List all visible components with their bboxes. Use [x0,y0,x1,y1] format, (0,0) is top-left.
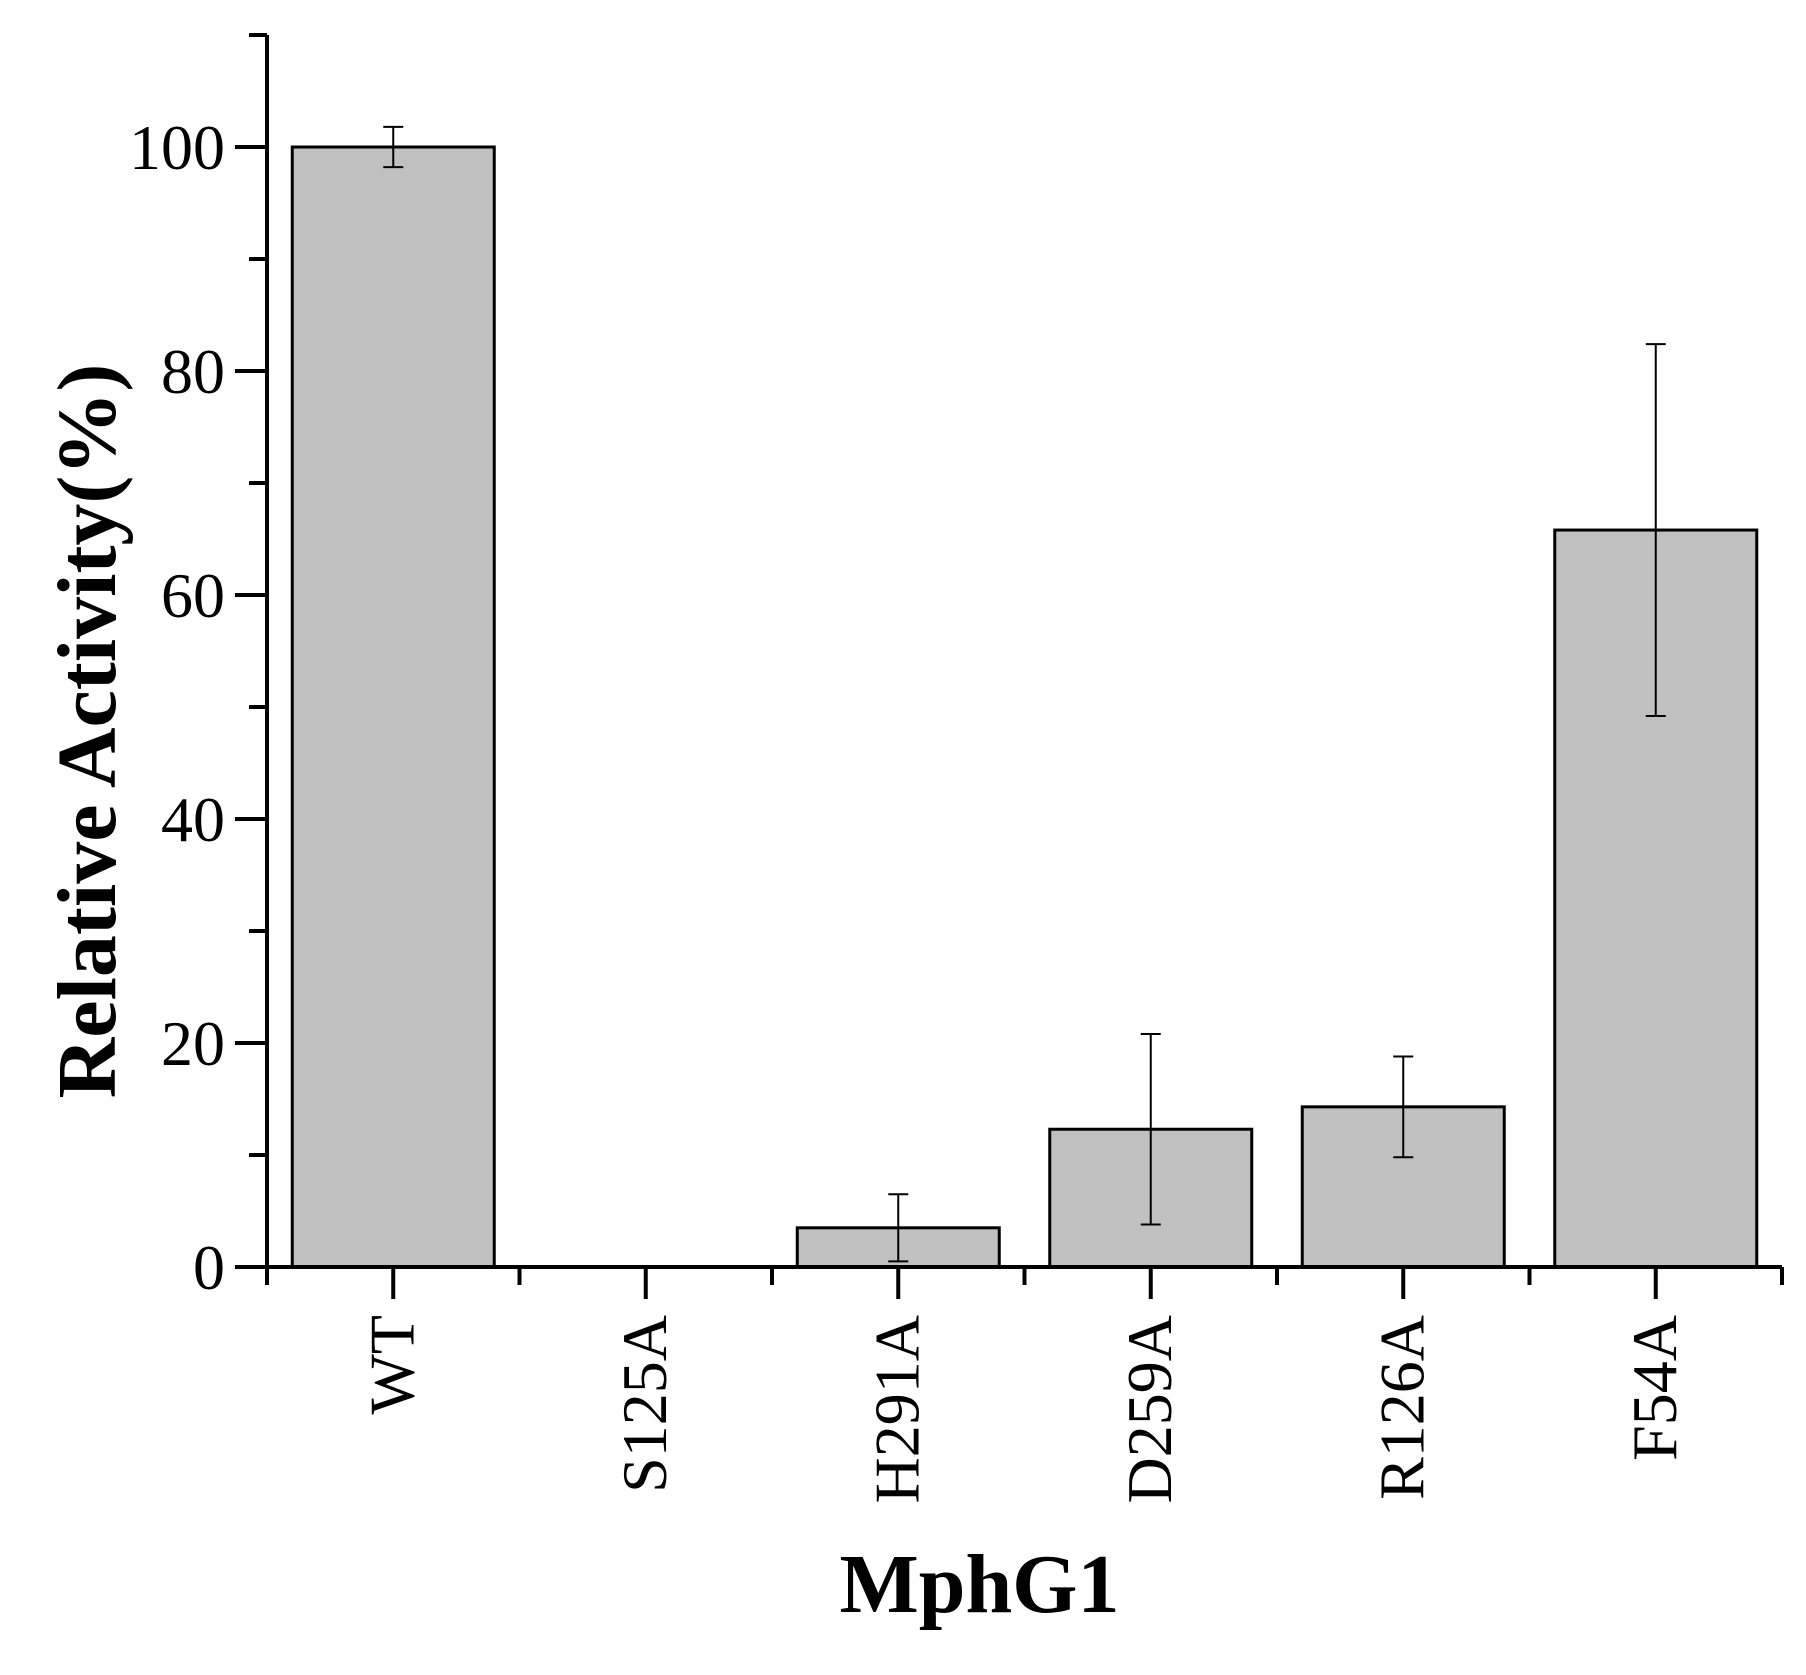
x-tick-label-s125a: S125A [609,1315,680,1493]
error-bar-h291a [888,1193,909,1263]
y-ticks-group: 0 20 40 60 80 100 [129,33,267,1303]
y-tick-label: 100 [129,112,225,183]
error-bar-f54a [1645,343,1666,717]
x-tick-label-wt: WT [356,1315,427,1415]
error-bars-group [383,125,1666,1263]
y-tick-label: 40 [161,784,225,855]
x-tick-label-d259a: D259A [1114,1315,1185,1503]
error-bar-d259a [1140,1033,1161,1226]
y-tick-label: 60 [161,560,225,631]
y-tick-label: 80 [161,336,225,407]
error-bar-wt [383,125,404,169]
y-tick-label: 0 [193,1232,225,1303]
x-tick-label-r126a: R126A [1366,1315,1437,1500]
bar-wt [290,145,496,1269]
x-tick-label-h291a: H291A [861,1315,932,1503]
axes-group [235,35,1782,1269]
x-axis-title: MphG1 [839,1538,1119,1631]
y-axis-title: Relative Activity(%) [41,364,134,1099]
error-bar-r126a [1393,1055,1414,1159]
x-tick-label-f54a: F54A [1619,1315,1690,1461]
y-tick-label: 20 [161,1008,225,1079]
x-ticks-group: WT S125A H291A D259A R126A F54A [265,1267,1784,1503]
bars-group [290,145,1759,1269]
